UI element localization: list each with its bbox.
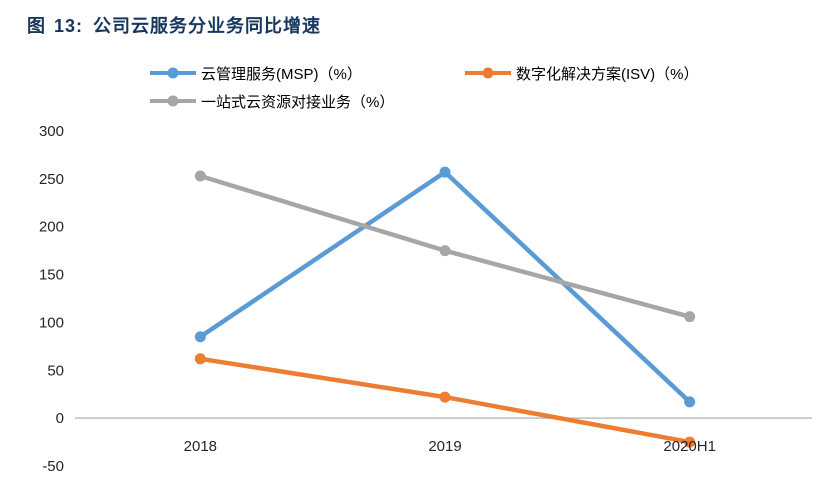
legend-item: 一站式云资源对接业务（%） (150, 88, 465, 114)
data-point (194, 353, 206, 365)
y-tick-label: -50 (42, 458, 64, 475)
chart-legend: 云管理服务(MSP)（%） 数字化解决方案(ISV)（%） 一站式云资源对接业务（%… (150, 60, 810, 114)
legend-marker-dot (167, 95, 179, 107)
y-tick-label: 200 (39, 219, 64, 236)
legend-marker-dot (167, 67, 179, 79)
legend-label: 一站式云资源对接业务（%） (201, 93, 395, 111)
figure-title: 图 13: 公司云服务分业务同比增速 (27, 12, 321, 38)
series-line (198, 169, 692, 405)
legend-label: 数字化解决方案(ISV)（%） (516, 65, 699, 83)
data-point (194, 331, 206, 343)
x-category-label: 2018 (184, 438, 217, 455)
legend-label: 云管理服务(MSP)（%） (201, 65, 362, 83)
y-tick-label: 0 (56, 410, 64, 427)
x-category-label: 2019 (428, 438, 461, 455)
legend-marker-line (150, 95, 196, 107)
legend-item: 云管理服务(MSP)（%） (150, 60, 465, 86)
y-tick-label: 250 (39, 171, 64, 188)
y-tick-label: 50 (47, 362, 64, 379)
legend-marker-dot (482, 67, 494, 79)
figure-caption: 公司云服务分业务同比增速 (93, 16, 322, 36)
legend-marker-line (150, 67, 196, 79)
y-tick-label: 150 (39, 267, 64, 284)
legend-item: 数字化解决方案(ISV)（%） (465, 60, 780, 86)
data-point (439, 391, 451, 403)
figure-label: 图 (27, 16, 46, 36)
data-point (439, 166, 451, 178)
data-point (684, 436, 696, 448)
y-tick-label: 100 (39, 314, 64, 331)
data-point (684, 396, 696, 408)
x-category-label: 2020H1 (663, 438, 716, 455)
data-point (684, 311, 696, 323)
y-tick-label: 300 (39, 123, 64, 140)
data-point (194, 170, 206, 182)
legend-marker-line (465, 67, 511, 79)
data-point (439, 245, 451, 257)
figure-number: 13: (54, 16, 84, 36)
